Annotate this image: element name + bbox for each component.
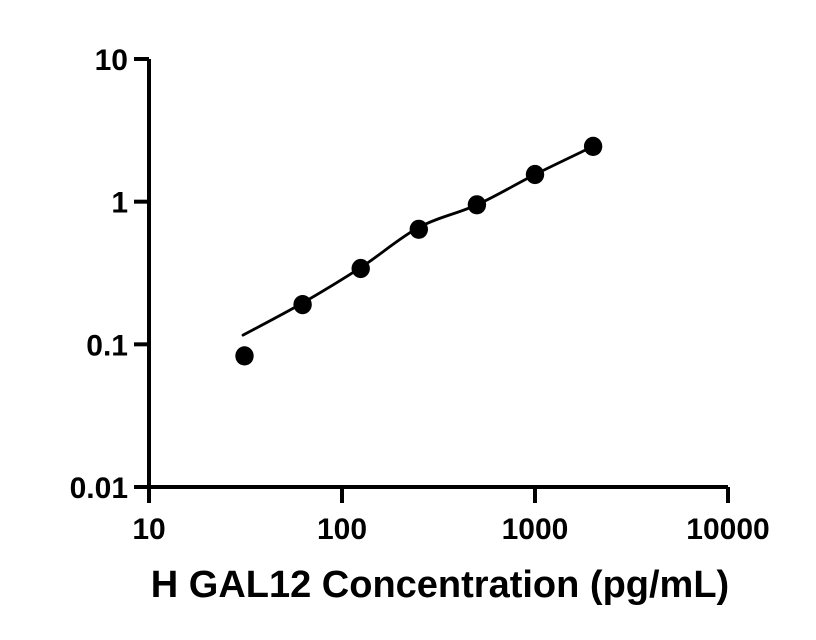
data-point [525,164,545,185]
data-point [235,346,254,366]
data-point [293,295,312,315]
y-tick-label: 0.1 [86,329,128,362]
x-tick-label: 1000 [502,513,569,546]
y-tick-label: 0.01 [70,472,128,505]
data-point [467,195,487,215]
y-tick-label: 1 [111,187,128,220]
x-tick-label: 10000 [686,513,769,546]
data-point [409,219,428,239]
x-axis-title: H GAL12 Concentration (pg/mL) [151,564,729,606]
data-points-group [235,136,603,366]
x-axis-ticks: 10 100 1000 10000 [132,487,770,546]
x-tick-label: 10 [132,513,165,546]
axes [147,59,728,489]
y-axis-ticks: 0.01 0.1 1 10 [70,44,149,505]
y-tick-label: 10 [95,44,128,77]
data-point [583,136,603,156]
data-point [351,258,370,279]
x-tick-label: 100 [317,513,367,546]
